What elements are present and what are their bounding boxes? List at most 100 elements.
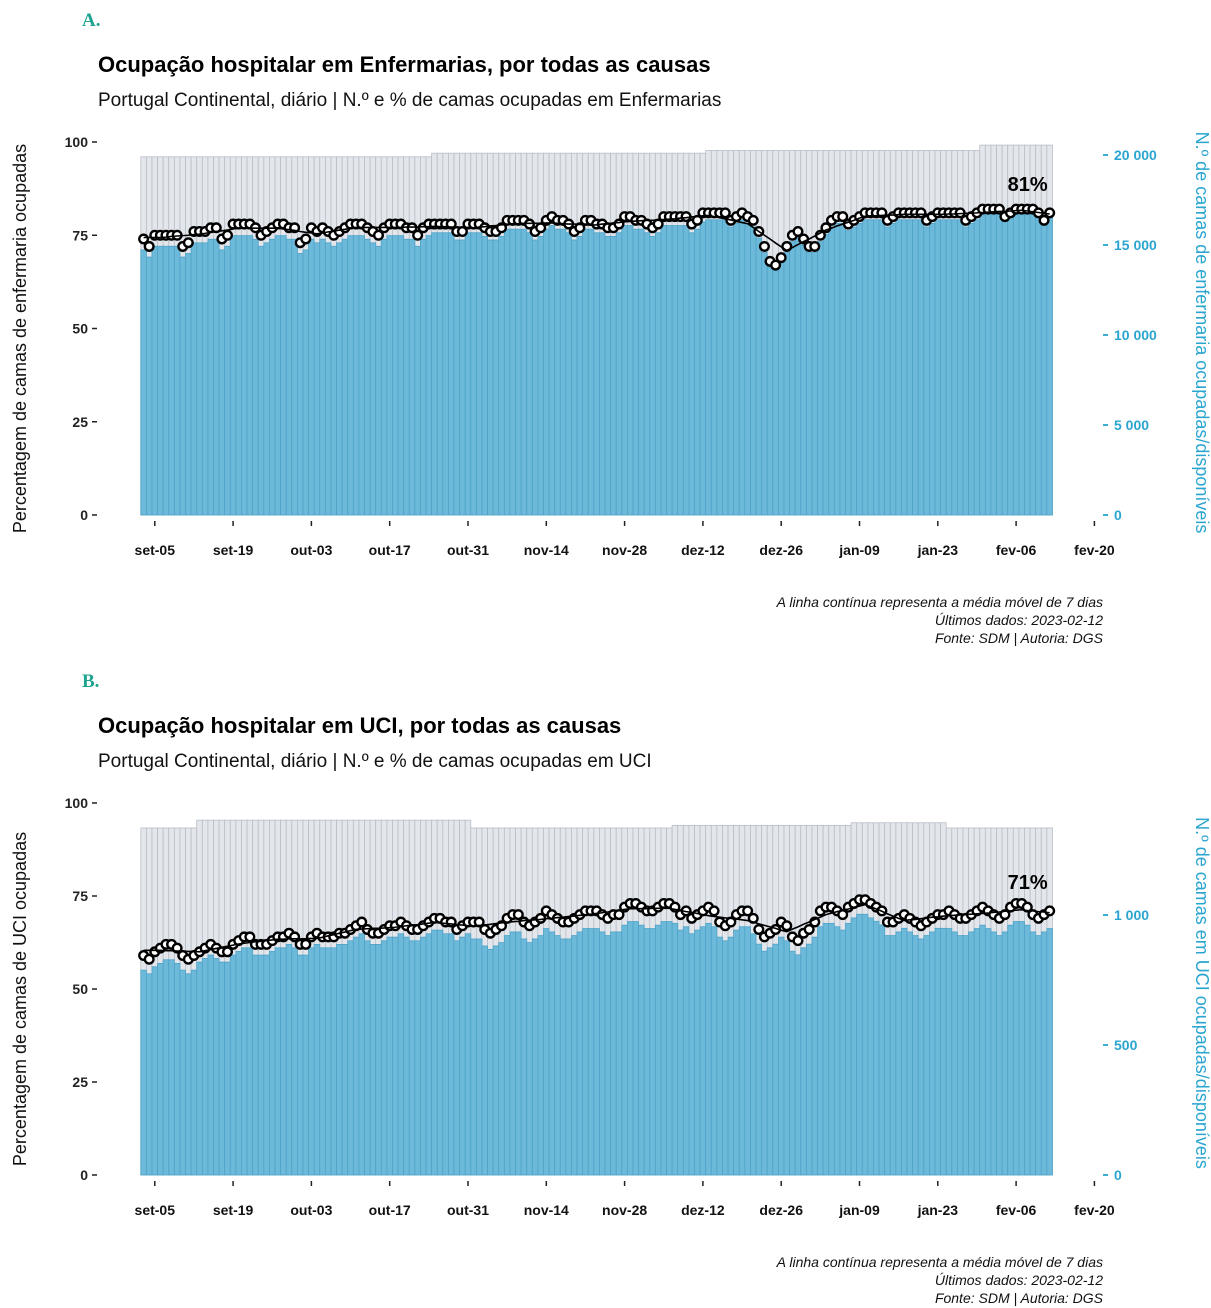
bar	[459, 936, 466, 1176]
bar	[671, 922, 679, 1176]
point	[792, 935, 804, 947]
point	[742, 905, 754, 917]
bar	[319, 947, 326, 1176]
bar	[257, 954, 265, 1176]
bar	[548, 931, 556, 1176]
bar	[509, 931, 516, 1176]
bar	[386, 235, 393, 516]
bar	[699, 221, 707, 516]
caption: A linha contínua representa a média móve…	[776, 1254, 1103, 1270]
bar	[1029, 211, 1037, 516]
bar	[895, 219, 902, 516]
bar	[632, 921, 639, 1176]
bar	[1012, 211, 1020, 516]
bar	[766, 266, 774, 516]
bar	[582, 228, 589, 516]
bar	[828, 922, 835, 1176]
y2-tick-label: 20 000	[1114, 147, 1157, 163]
bar	[822, 233, 830, 516]
y2-axis-label: N.º de camas de enfermaria ocupadas/disp…	[1192, 132, 1211, 534]
y-tick-label: 50	[72, 321, 88, 337]
y-tick-label: 25	[72, 1074, 88, 1090]
bar	[436, 232, 444, 516]
bar	[324, 242, 332, 516]
bar	[576, 931, 584, 1176]
bar	[336, 242, 343, 516]
bar	[582, 928, 589, 1176]
bar	[263, 954, 270, 1176]
bar	[733, 222, 740, 516]
bar	[252, 238, 259, 516]
bar	[638, 228, 645, 516]
bar	[1007, 924, 1014, 1176]
bar	[833, 926, 841, 1176]
x-tick-label: set-19	[213, 1202, 254, 1218]
bar	[750, 933, 757, 1176]
bar	[615, 931, 623, 1176]
bar	[901, 927, 908, 1176]
bar	[800, 244, 807, 516]
bar	[369, 242, 377, 516]
point	[770, 259, 782, 271]
bar	[727, 226, 735, 516]
bar	[425, 933, 433, 1176]
bar	[308, 947, 315, 1176]
caption: Últimos dados: 2023-02-12	[935, 1272, 1103, 1288]
bar	[548, 225, 556, 516]
moving-average-line	[143, 209, 1050, 252]
bar	[906, 219, 914, 516]
bar	[229, 235, 237, 516]
bar	[520, 938, 528, 1176]
bar	[990, 211, 997, 516]
bar	[783, 252, 790, 516]
x-tick-label: nov-14	[524, 1202, 569, 1218]
point	[1021, 901, 1033, 913]
bar	[475, 938, 483, 1176]
y2-tick-label: 15 000	[1114, 237, 1157, 253]
bar	[996, 935, 1003, 1176]
y-tick-label: 25	[72, 414, 88, 430]
bar	[157, 962, 164, 1176]
bar	[682, 225, 690, 516]
chart-subtitle: Portugal Continental, diário | N.º e % d…	[98, 751, 652, 772]
bar	[196, 242, 203, 516]
x-tick-label: nov-28	[602, 542, 647, 558]
bar	[571, 239, 578, 516]
bar	[811, 936, 818, 1176]
bar	[772, 270, 779, 516]
bar	[934, 219, 941, 516]
x-tick-label: nov-14	[524, 542, 569, 558]
bar	[1012, 921, 1020, 1176]
bar	[850, 917, 858, 1176]
bar	[984, 211, 992, 516]
bar	[559, 228, 567, 516]
bar	[912, 219, 919, 516]
x-tick-label: out-31	[447, 1202, 489, 1218]
chart-title: Ocupação hospitalar em UCI, por todas as…	[98, 713, 621, 738]
x-tick-label: jan-09	[838, 542, 880, 558]
bar	[481, 945, 488, 1176]
bar	[380, 940, 388, 1176]
bar	[571, 935, 578, 1176]
bar	[151, 245, 158, 516]
x-tick-label: set-19	[213, 542, 254, 558]
bar	[755, 237, 763, 516]
bar	[358, 235, 365, 516]
x-tick-label: set-05	[135, 542, 176, 558]
bar	[805, 943, 813, 1176]
bar	[716, 936, 723, 1176]
y-tick-label: 0	[80, 1167, 88, 1183]
bar	[453, 940, 460, 1176]
bar	[929, 931, 936, 1176]
bar	[313, 944, 321, 1176]
bar	[492, 239, 500, 516]
point	[837, 211, 849, 223]
caption: Últimos dados: 2023-02-12	[935, 612, 1103, 628]
bar	[604, 235, 612, 516]
bar	[873, 920, 880, 1176]
bar	[509, 228, 516, 516]
bar	[738, 219, 746, 516]
bar	[610, 235, 617, 516]
y2-tick-label: 1 000	[1114, 907, 1149, 923]
